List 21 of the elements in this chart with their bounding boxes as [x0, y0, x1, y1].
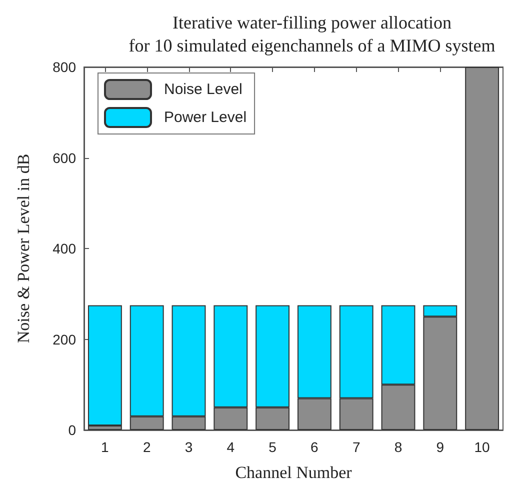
x-axis-title: Channel Number [235, 463, 352, 482]
y-tick-label: 600 [52, 150, 76, 166]
y-axis-title: Noise & Power Level in dB [14, 154, 33, 344]
x-tick-label: 1 [101, 439, 110, 455]
chart-title: Iterative water-filling power allocation for 10 simulated eigenchannels of a MIMO system [128, 12, 496, 56]
x-tick-label: 7 [352, 439, 360, 455]
y-tick-label: 400 [52, 240, 76, 256]
x-tick-label: 8 [394, 439, 402, 455]
y-tick-label: 0 [68, 422, 76, 438]
x-tick-label: 5 [268, 439, 277, 455]
legend-label: Noise Level [164, 81, 242, 98]
legend-label: Power Level [164, 109, 247, 126]
x-tick-label: 3 [184, 439, 193, 455]
x-tick-label: 2 [142, 439, 151, 455]
x-tick-label: 9 [436, 439, 444, 455]
y-tick-label: 800 [52, 59, 76, 75]
x-tick-label: 10 [474, 439, 490, 455]
x-tick-label: 4 [226, 439, 235, 455]
y-tick-label: 200 [52, 331, 76, 348]
bar [465, 67, 500, 430]
x-tick-label: 6 [310, 439, 319, 455]
